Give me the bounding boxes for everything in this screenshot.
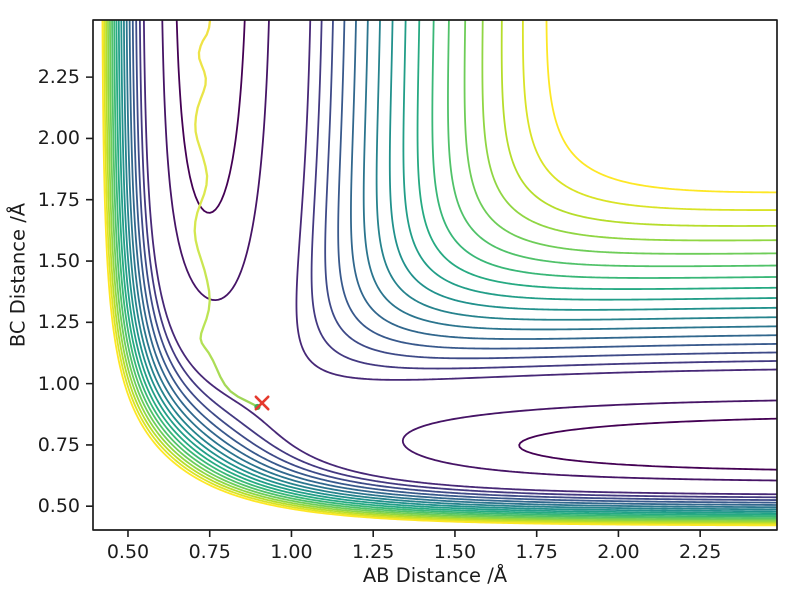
y-tick-label: 2.00 [37,127,80,150]
x-tick-label: 1.00 [270,541,313,563]
y-tick-label: 1.00 [37,372,80,395]
x-tick-label: 1.75 [515,541,558,563]
x-tick-label: 1.25 [352,541,395,563]
y-tick-label: 2.25 [37,66,80,89]
x-tick-label: 0.75 [188,541,231,563]
y-tick-label: 1.75 [37,188,80,211]
x-tick-label: 2.00 [597,541,640,563]
x-tick-label: 2.25 [679,541,722,563]
y-tick-label: 1.50 [37,250,80,273]
x-tick-label: 0.50 [106,541,150,563]
x-tick-label: 1.50 [433,541,477,563]
y-tick-label: 1.25 [37,311,80,334]
x-axis-label: AB Distance /Å [362,564,508,587]
y-tick-label: 0.75 [37,433,80,456]
y-tick-label: 0.50 [37,495,80,518]
